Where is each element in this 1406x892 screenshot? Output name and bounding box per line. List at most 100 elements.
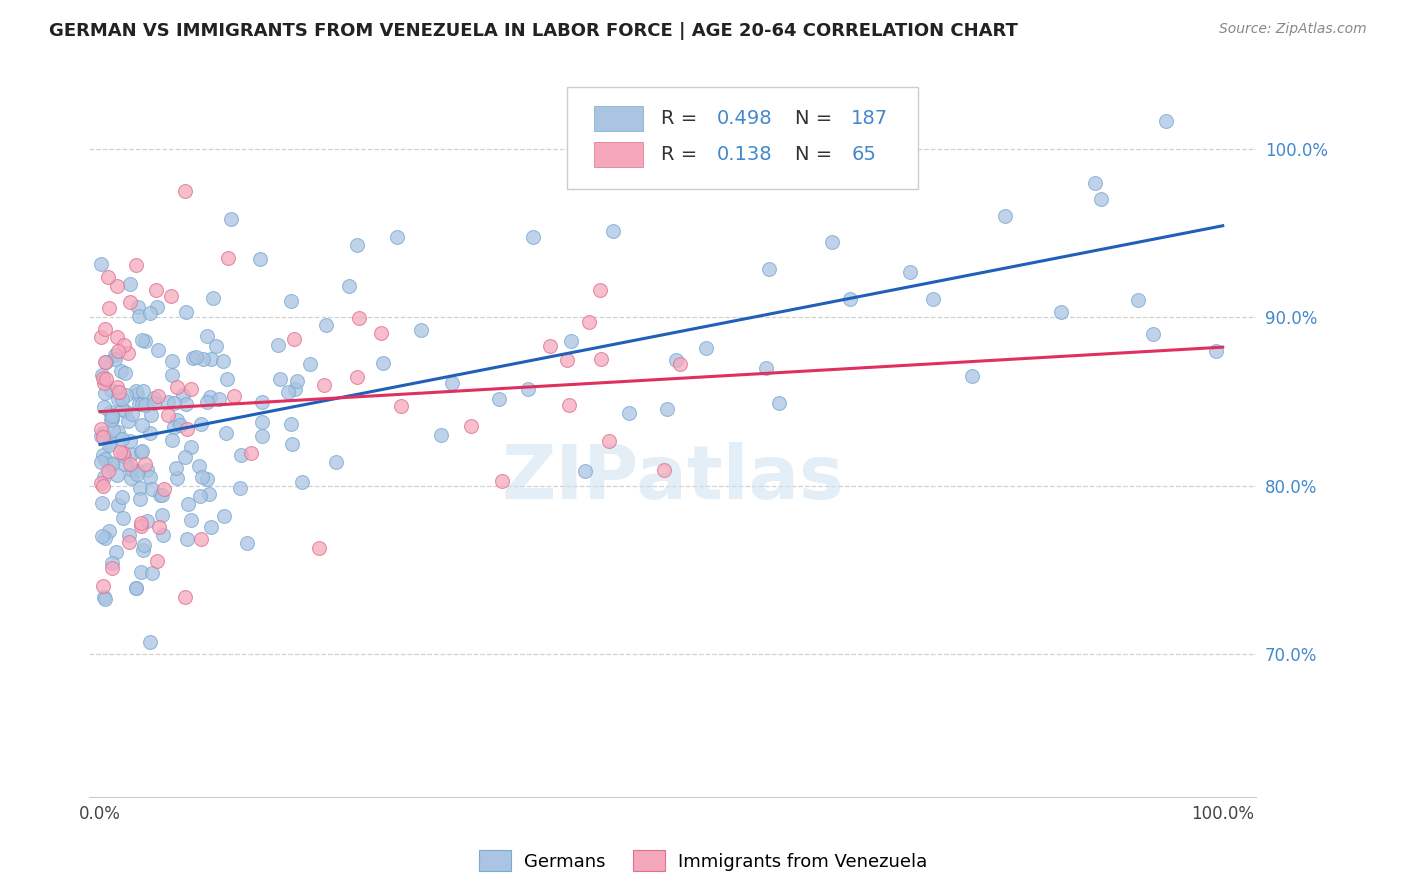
Point: [249, 252, 271, 267]
Point: [522, 230, 544, 244]
Point: [90, 476, 112, 491]
Point: [101, 561, 124, 575]
Point: [108, 385, 131, 400]
Point: [180, 513, 202, 527]
Point: [105, 467, 128, 482]
Point: [97, 464, 120, 478]
Point: [156, 395, 179, 409]
Point: [162, 354, 184, 368]
Point: [191, 469, 214, 483]
Point: [315, 318, 337, 332]
Point: [166, 413, 188, 427]
Point: [91, 430, 114, 444]
Point: [93, 376, 115, 390]
Point: [98, 438, 121, 452]
Point: [441, 376, 464, 390]
Point: [385, 230, 408, 244]
Point: [337, 279, 360, 293]
Point: [129, 445, 152, 459]
Point: [120, 470, 142, 484]
Point: [578, 315, 600, 329]
Point: [118, 527, 141, 541]
Point: [283, 332, 305, 346]
Point: [960, 369, 983, 384]
Text: GERMAN VS IMMIGRANTS FROM VENEZUELA IN LABOR FORCE | AGE 20-64 CORRELATION CHART: GERMAN VS IMMIGRANTS FROM VENEZUELA IN L…: [49, 22, 1018, 40]
Point: [121, 407, 143, 421]
Point: [173, 184, 195, 198]
Point: [347, 311, 370, 326]
Point: [104, 352, 127, 367]
Point: [174, 397, 197, 411]
Point: [325, 455, 347, 469]
Point: [125, 384, 148, 398]
Point: [94, 385, 117, 400]
Point: [821, 235, 844, 250]
Point: [346, 370, 368, 384]
Point: [654, 463, 676, 477]
Point: [153, 482, 176, 496]
Point: [200, 351, 222, 366]
Point: [277, 385, 299, 400]
Point: [134, 398, 156, 412]
Point: [129, 519, 152, 533]
Point: [250, 416, 273, 430]
Point: [94, 355, 117, 369]
FancyBboxPatch shape: [595, 142, 644, 168]
Point: [120, 434, 142, 448]
Point: [146, 554, 169, 568]
Point: [94, 532, 117, 546]
Point: [839, 292, 862, 306]
Point: [101, 408, 124, 422]
Point: [162, 396, 184, 410]
Text: 0.498: 0.498: [717, 109, 772, 128]
Point: [135, 463, 157, 477]
Point: [176, 532, 198, 546]
Point: [160, 288, 183, 302]
Point: [100, 383, 122, 397]
Point: [138, 425, 160, 440]
Point: [250, 395, 273, 409]
Point: [516, 382, 538, 396]
Point: [298, 358, 321, 372]
Point: [139, 635, 162, 649]
Point: [125, 387, 148, 401]
Point: [101, 457, 124, 471]
Point: [430, 428, 453, 442]
Point: [149, 487, 172, 501]
Point: [90, 455, 112, 469]
Point: [169, 417, 191, 432]
Point: [90, 330, 112, 344]
Point: [768, 396, 790, 410]
Point: [370, 326, 392, 340]
Point: [284, 382, 307, 396]
Point: [100, 413, 122, 427]
Point: [120, 447, 142, 461]
Point: [588, 283, 610, 297]
Point: [280, 417, 302, 431]
Point: [755, 361, 778, 376]
Point: [132, 543, 155, 558]
Point: [93, 591, 115, 605]
Point: [758, 261, 780, 276]
Text: N =: N =: [796, 145, 838, 164]
Point: [94, 451, 117, 466]
Point: [105, 330, 128, 344]
Point: [118, 277, 141, 291]
Point: [91, 368, 114, 382]
Point: [117, 346, 139, 360]
Point: [91, 371, 114, 385]
Point: [291, 475, 314, 490]
Point: [156, 408, 179, 422]
Point: [994, 209, 1017, 223]
Point: [134, 334, 156, 348]
Point: [174, 450, 197, 464]
Point: [141, 566, 163, 580]
Point: [101, 556, 124, 570]
Point: [574, 464, 596, 478]
Point: [250, 429, 273, 443]
Point: [141, 408, 163, 422]
Point: [146, 388, 169, 402]
Point: [93, 470, 115, 484]
Point: [180, 383, 202, 397]
Point: [110, 445, 132, 459]
